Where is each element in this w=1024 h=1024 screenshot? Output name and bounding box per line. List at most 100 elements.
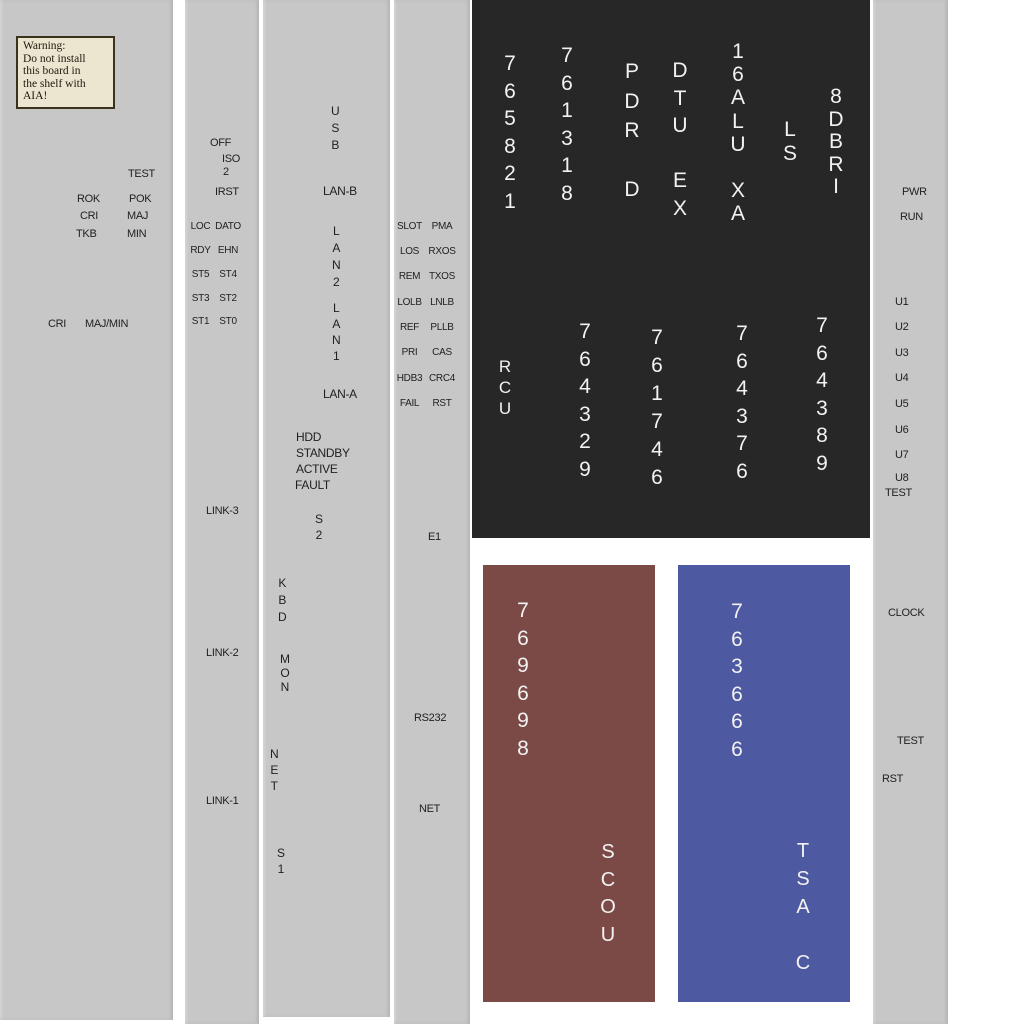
board-code-769698: 7 6 9 6 9 8: [517, 599, 529, 760]
port-label-lan-b: LAN-B: [323, 184, 357, 198]
warning-line: Do not install: [23, 52, 86, 65]
led-label-u6: U6: [895, 424, 909, 436]
port-label-mon: M O N: [280, 652, 290, 694]
warning-line: Warning:: [23, 40, 66, 52]
led-label-u8: U8: [895, 472, 909, 484]
led-label-cas: CAS: [432, 347, 452, 358]
label-test-bottom: TEST: [897, 735, 924, 747]
panel-server-board: U S B LAN-B L A N 2 L A N 1 LAN-A HDD ST…: [263, 0, 390, 1017]
label-rst: RST: [882, 773, 904, 785]
port-label-s2: S 2: [315, 512, 323, 542]
led-label-maj: MAJ: [127, 210, 149, 222]
led-label-run: RUN: [900, 211, 923, 223]
port-label-e1: E1: [428, 531, 441, 543]
board-code-rcu: R C U: [498, 357, 512, 418]
led-label-rem: REM: [398, 271, 421, 282]
led-label-test: TEST: [128, 168, 155, 180]
port-label-link3: LINK-3: [206, 505, 239, 517]
led-label-cri-bottom: CRI: [48, 318, 67, 330]
led-label-rok: ROK: [77, 193, 100, 205]
led-label-fail: FAIL: [399, 398, 420, 409]
led-label-st3: ST3: [191, 293, 210, 304]
led-label-lnlb: LNLB: [430, 297, 454, 308]
led-label-los: LOS: [399, 246, 420, 257]
warning-line: the shelf with: [23, 77, 86, 90]
label-iso-2: 2: [223, 166, 229, 178]
led-label-slot: SLOT: [397, 221, 422, 232]
board-name-scou: S C O U: [600, 841, 616, 946]
led-label-loc: LOC: [190, 221, 211, 232]
led-label-pok: POK: [129, 193, 152, 205]
board-code-dtu-ex: D T U E X: [672, 59, 688, 220]
led-label-st1: ST1: [191, 316, 210, 327]
port-label-rs232: RS232: [414, 712, 447, 724]
led-label-u5: U5: [895, 398, 909, 410]
led-label-hdb3: HDB3: [396, 373, 423, 384]
label-off: OFF: [210, 137, 232, 149]
port-label-lan1: L A N 1: [332, 301, 341, 363]
led-label-rdy: RDY: [190, 245, 211, 256]
led-label-st0: ST0: [219, 316, 237, 327]
board-code-761746: 7 6 1 7 4 6: [651, 326, 663, 489]
led-label-lolb: LOLB: [397, 297, 422, 308]
board-code-763666: 7 6 3 6 6 6: [731, 600, 743, 761]
led-label-dato: DATO: [215, 221, 241, 232]
label-iso: ISO: [222, 153, 241, 165]
panel-link-board: OFF ISO 2 IRST LOC DATO RDY EHN ST5 ST4 …: [185, 0, 259, 1024]
panel-tsac-board: 7 6 3 6 6 6 T S A C: [678, 565, 850, 1002]
led-label-standby: STANDBY: [296, 446, 350, 460]
led-label-pllb: PLLB: [430, 322, 454, 333]
warning-label: Warning: Do not install this board in th…: [16, 36, 115, 109]
panel-e1-board: SLOT PMA LOS RXOS REM TXOS LOLB LNLB REF…: [394, 0, 470, 1024]
panel-dark-codes: 7 6 5 8 2 1 7 6 1 3 1 8 P D R D D T U E …: [472, 0, 870, 538]
panel-clock-board: PWR RUN U1 U2 U3 U4 U5 U6 U7 U8 TEST CLO…: [873, 0, 948, 1024]
led-label-u4: U4: [895, 372, 909, 384]
board-code-764389: 7 6 4 3 8 9: [816, 314, 828, 475]
led-label-u2: U2: [895, 321, 909, 333]
led-label-txos: TXOS: [428, 271, 456, 282]
led-label-cri: CRI: [80, 210, 99, 222]
led-label-u3: U3: [895, 347, 909, 359]
led-label-ehn: EHN: [217, 245, 239, 256]
board-code-16alu-xa: 1 6 A L U X A: [730, 40, 746, 226]
led-label-rst: RST: [432, 398, 452, 409]
board-code-ls: L S: [782, 118, 797, 165]
led-label-active: ACTIVE: [296, 462, 338, 476]
port-label-net: NET: [419, 803, 441, 815]
port-label-kbd: K B D: [278, 576, 287, 624]
port-label-link2: LINK-2: [206, 647, 239, 659]
led-label-majmin: MAJ/MIN: [85, 318, 129, 330]
board-code-pdr-d: P D R D: [624, 60, 640, 201]
port-label-net: N E T: [270, 747, 279, 793]
led-label-st4: ST4: [219, 269, 237, 280]
board-name-tsac: T S A C: [795, 840, 811, 974]
led-label-pri: PRI: [401, 347, 418, 358]
board-code-764376: 7 6 4 3 7 6: [736, 322, 748, 483]
port-label-link1: LINK-1: [206, 795, 239, 807]
port-label-lan2: L A N 2: [332, 224, 341, 289]
panel-scou-board: 7 6 9 6 9 8 S C O U: [483, 565, 655, 1002]
port-label-s1: S 1: [277, 846, 285, 876]
led-label-tkb: TKB: [76, 228, 97, 240]
board-code-764329: 7 6 4 3 2 9: [579, 320, 591, 481]
led-label-ref: REF: [399, 322, 420, 333]
board-code-761318: 7 6 1 3 1 8: [561, 44, 573, 205]
led-label-min: MIN: [127, 228, 147, 240]
port-label-usb: U S B: [331, 104, 340, 152]
led-label-test-top: TEST: [885, 487, 912, 499]
board-code-8dbri: 8 D B R I: [828, 85, 844, 198]
led-label-crc4: CRC4: [428, 373, 456, 384]
led-label-pwr: PWR: [902, 186, 927, 198]
led-label-st2: ST2: [219, 293, 237, 304]
label-clock: CLOCK: [888, 607, 925, 619]
led-label-fault: FAULT: [295, 478, 330, 492]
warning-line: this board in: [23, 65, 81, 77]
led-label-st5: ST5: [191, 269, 210, 280]
label-irst: IRST: [215, 186, 239, 198]
board-code-765821: 7 6 5 8 2 1: [504, 52, 516, 213]
led-label-u1: U1: [895, 296, 909, 308]
warning-line: AIA!: [23, 90, 48, 102]
port-label-lan-a: LAN-A: [323, 387, 357, 401]
led-label-pma: PMA: [431, 221, 453, 232]
